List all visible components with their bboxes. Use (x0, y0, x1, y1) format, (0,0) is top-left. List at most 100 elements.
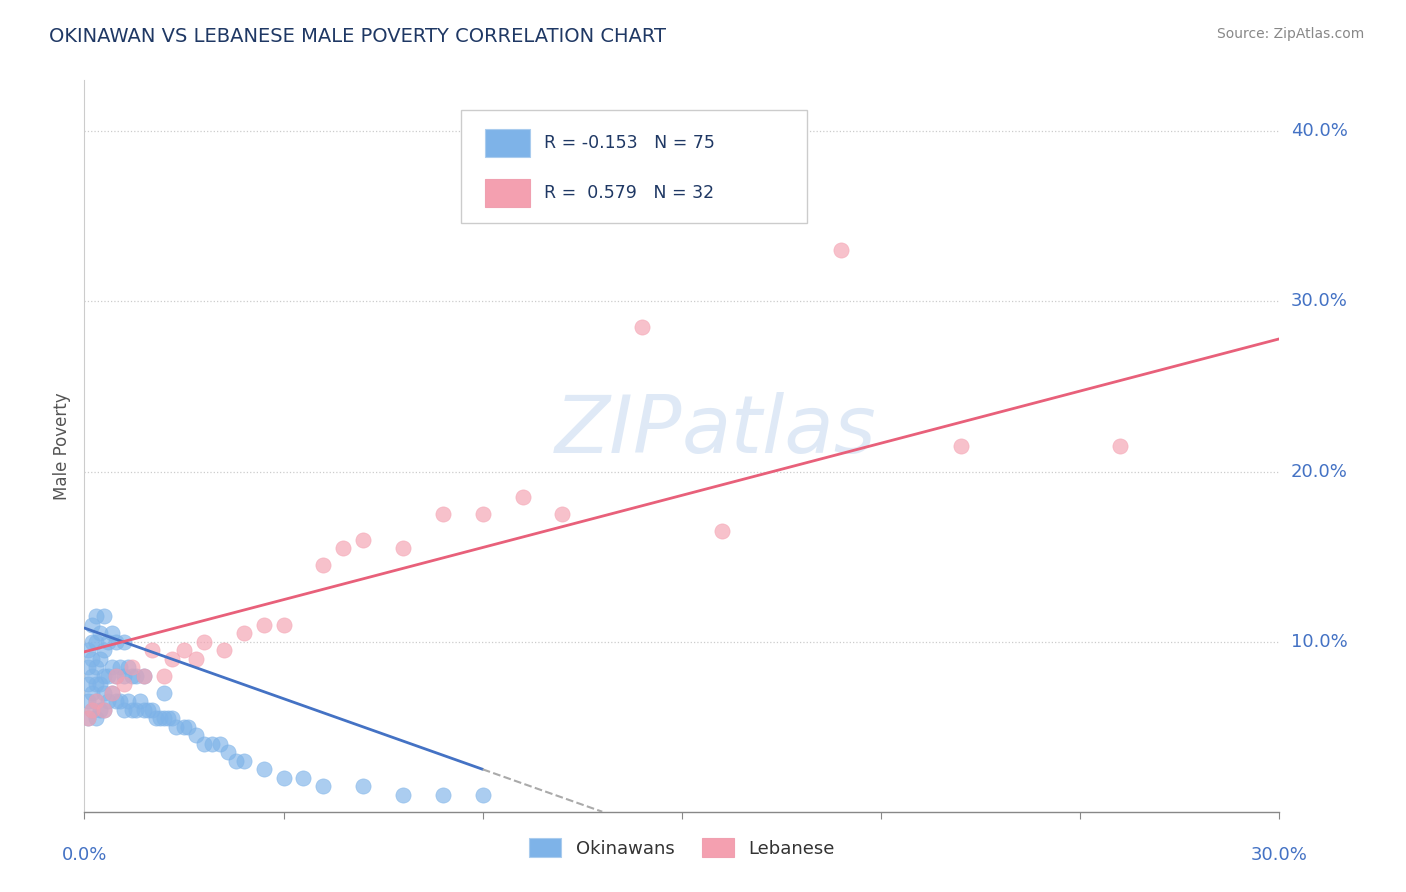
Point (112, 703, 135, 717)
Point (392, 541, 415, 555)
Point (312, 558, 335, 572)
Point (212, 643, 235, 657)
Point (352, 533, 374, 547)
Point (160, 651, 183, 665)
Point (177, 720, 200, 734)
Point (82, 668, 104, 682)
Point (82, 634, 104, 648)
Point (105, 634, 128, 648)
Point (153, 711, 176, 725)
Point (77, 643, 100, 657)
Point (97, 668, 120, 682)
Text: ZIP: ZIP (554, 392, 682, 470)
Point (173, 643, 195, 657)
Bar (485, 179, 530, 207)
Text: R = -0.153   N = 75: R = -0.153 N = 75 (544, 134, 716, 153)
Point (129, 694, 152, 708)
Point (125, 668, 148, 682)
Point (157, 711, 180, 725)
Point (82, 703, 104, 717)
Point (112, 677, 135, 691)
Point (89, 703, 111, 717)
Text: 30.0%: 30.0% (1251, 847, 1308, 864)
Point (121, 668, 143, 682)
Point (82, 617, 104, 632)
Point (193, 634, 215, 648)
Point (101, 686, 124, 700)
Point (312, 779, 335, 793)
Point (86, 609, 108, 624)
Point (101, 626, 124, 640)
Point (253, 762, 276, 776)
Point (117, 694, 139, 708)
Point (97, 694, 120, 708)
Point (273, 617, 295, 632)
Point (101, 660, 124, 674)
Point (165, 720, 187, 734)
Point (86, 694, 108, 708)
Point (173, 720, 195, 734)
Point (232, 754, 254, 768)
Text: 0.0%: 0.0% (62, 847, 107, 864)
Point (105, 668, 128, 682)
Point (86, 634, 108, 648)
Point (153, 686, 176, 700)
Point (101, 686, 124, 700)
Point (160, 711, 183, 725)
Bar (485, 129, 530, 157)
Point (132, 703, 156, 717)
Point (93, 643, 115, 657)
Point (631, 320, 654, 334)
Point (105, 668, 128, 682)
Point (93, 703, 115, 717)
Text: 40.0%: 40.0% (1291, 122, 1347, 140)
Point (110, 694, 132, 708)
Text: 20.0%: 20.0% (1291, 463, 1347, 481)
Point (217, 745, 239, 759)
Point (132, 668, 156, 682)
Text: Source: ZipAtlas.com: Source: ZipAtlas.com (1216, 27, 1364, 41)
Point (253, 617, 276, 632)
Point (93, 703, 115, 717)
Point (89, 677, 111, 691)
Point (136, 703, 159, 717)
Point (153, 668, 176, 682)
Point (432, 507, 454, 521)
Point (86, 694, 108, 708)
Point (77, 694, 100, 708)
Point (86, 711, 108, 725)
Point (232, 626, 254, 640)
Text: 30.0%: 30.0% (1291, 293, 1347, 310)
FancyBboxPatch shape (461, 110, 807, 223)
Point (201, 737, 224, 751)
Point (89, 651, 111, 665)
Point (193, 737, 215, 751)
Point (125, 703, 148, 717)
Point (471, 507, 494, 521)
Point (392, 788, 415, 802)
Text: R =  0.579   N = 32: R = 0.579 N = 32 (544, 184, 714, 202)
Point (97, 634, 120, 648)
Point (132, 668, 156, 682)
Point (77, 660, 100, 674)
Point (471, 788, 494, 802)
Point (112, 668, 135, 682)
Text: 10.0%: 10.0% (1291, 632, 1347, 650)
Point (332, 541, 354, 555)
Point (105, 694, 128, 708)
Point (149, 711, 172, 725)
Point (89, 626, 111, 640)
Text: atlas: atlas (682, 392, 877, 470)
Point (273, 771, 295, 785)
Point (82, 686, 104, 700)
Text: OKINAWAN VS LEBANESE MALE POVERTY CORRELATION CHART: OKINAWAN VS LEBANESE MALE POVERTY CORREL… (49, 27, 666, 45)
Point (121, 660, 143, 674)
Point (112, 634, 135, 648)
Point (110, 660, 132, 674)
Point (184, 651, 207, 665)
Point (93, 686, 115, 700)
Point (512, 490, 534, 504)
Point (208, 737, 231, 751)
Y-axis label: Male Poverty: Male Poverty (53, 392, 72, 500)
Point (710, 524, 733, 538)
